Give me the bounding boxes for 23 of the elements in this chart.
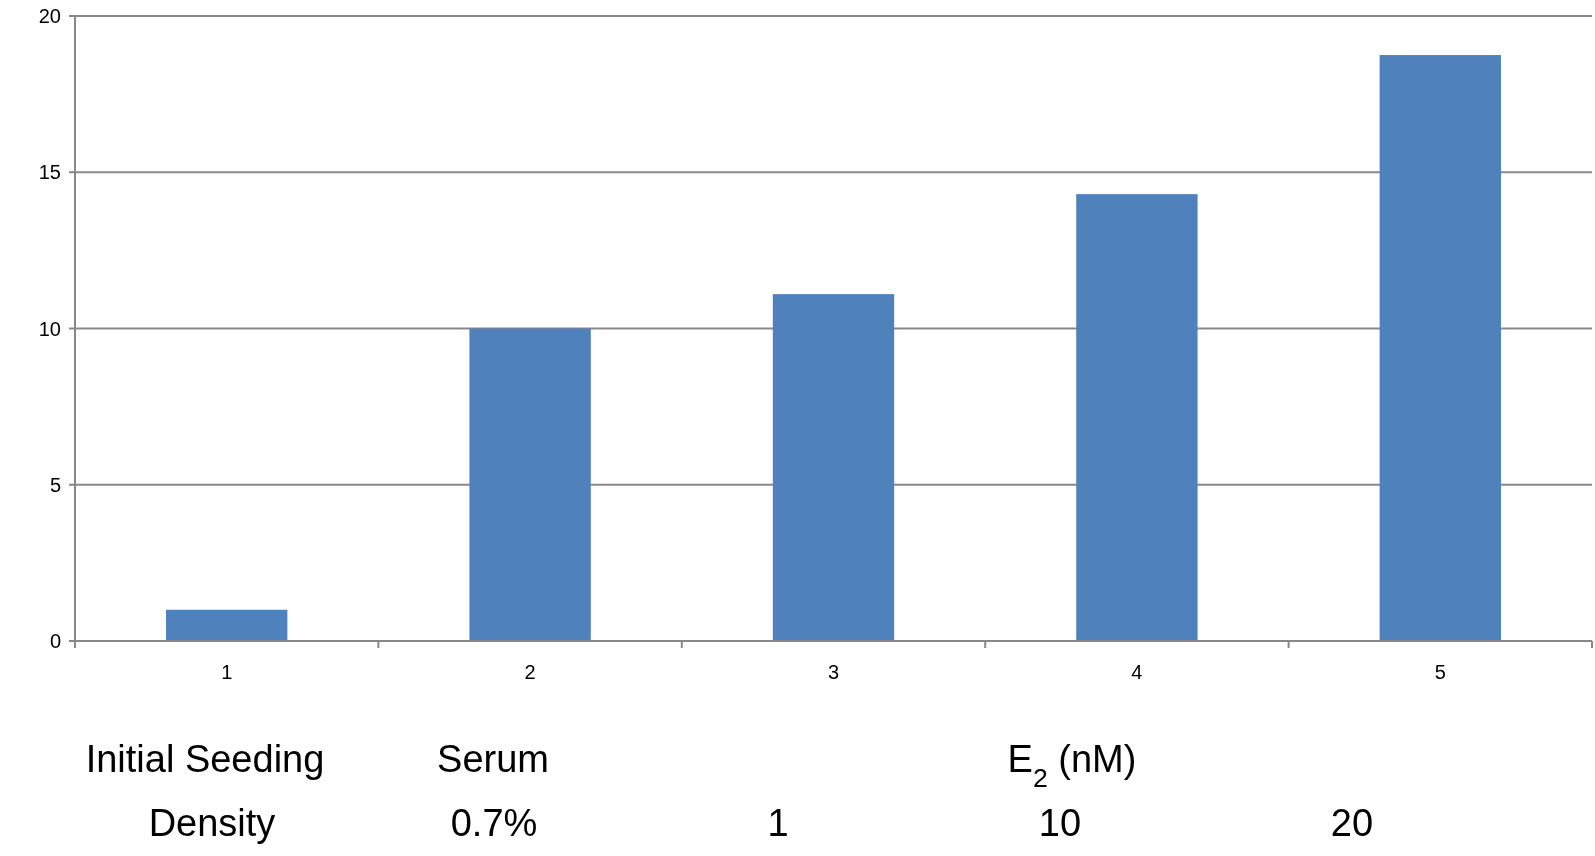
text: Initial Seeding bbox=[85, 738, 325, 780]
text: 1 bbox=[767, 802, 789, 844]
x-tick-label: 5 bbox=[1434, 661, 1446, 683]
x-tick-label: 2 bbox=[524, 661, 536, 683]
x-tick-label: 3 bbox=[827, 661, 840, 683]
text: Density bbox=[148, 802, 276, 844]
bar bbox=[469, 328, 591, 641]
y-tick-label: 5 bbox=[49, 473, 61, 496]
text: 10 bbox=[1038, 802, 1082, 844]
bar bbox=[166, 609, 288, 641]
bar bbox=[772, 294, 895, 641]
y-tick-label: 0 bbox=[49, 630, 61, 652]
y-tick-label: 15 bbox=[38, 161, 61, 184]
text: E$_{2}$ (nM) bbox=[1007, 738, 1137, 793]
text: 0.7% bbox=[450, 802, 538, 844]
bar bbox=[1379, 55, 1501, 641]
text: 20 bbox=[1330, 802, 1374, 844]
text: Serum bbox=[437, 738, 549, 780]
y-tick-label: 10 bbox=[38, 317, 61, 340]
y-tick-label: 20 bbox=[38, 5, 61, 27]
x-tick-label: 1 bbox=[221, 661, 233, 683]
x-tick-label: 4 bbox=[1131, 661, 1143, 683]
bar bbox=[1076, 194, 1198, 641]
